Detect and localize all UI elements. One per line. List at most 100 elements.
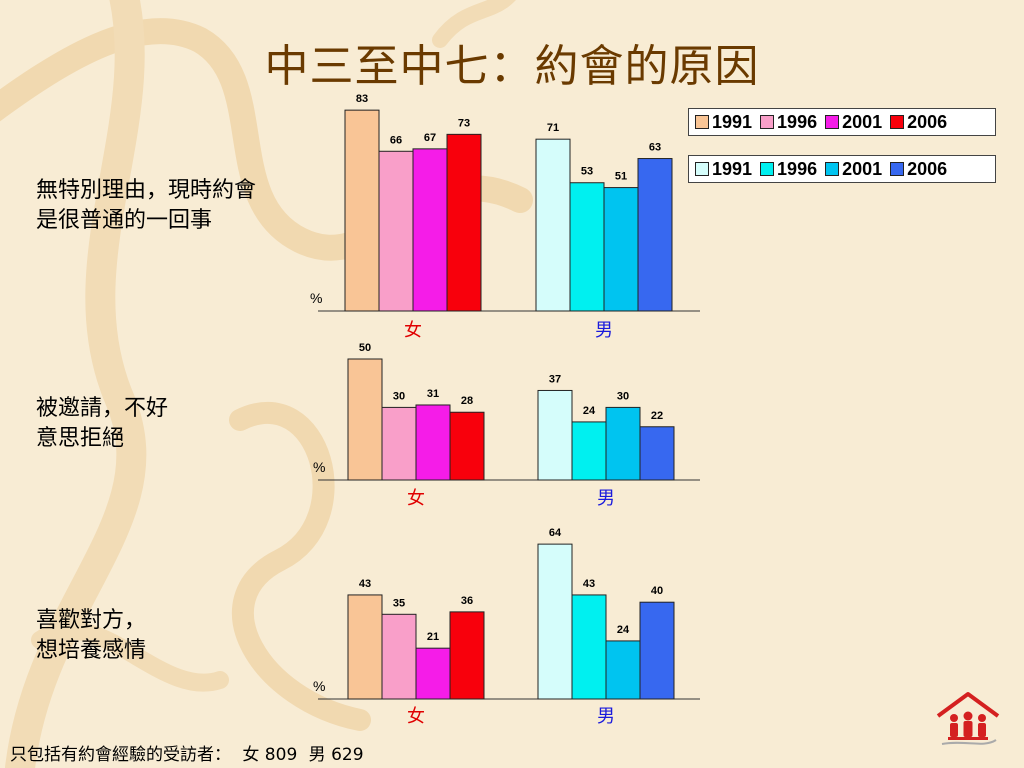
data-label: 35 [393,597,405,609]
bar-chart-1: % 83 66 67 73 女 71 53 51 63 男 [310,93,700,341]
bar-male-1991 [535,138,571,312]
data-label: 37 [549,373,561,385]
bar-female-2001 [412,148,448,312]
data-label: 28 [461,395,473,407]
question-label-2: 被邀請，不好 意思拒絕 [36,394,168,454]
bar-female-2006 [449,411,485,481]
male-legend-label: 1996 [777,158,818,179]
bar-male-1991 [537,543,573,700]
male-legend-item-2006: 2006 [890,159,947,180]
female-legend-label: 2006 [907,111,948,132]
data-label: 43 [359,578,371,590]
male-legend-item-1991: 1991 [695,159,752,180]
male-legend-item-2001: 2001 [825,159,882,180]
question-1-line-1: 無特別理由，現時約會 [36,178,257,203]
data-label: 40 [651,585,663,597]
footnote-prefix: 只包括有約會經驗的受訪者： [10,745,231,765]
bar-female-1991 [344,109,380,312]
bar-female-1996 [378,150,414,312]
data-label: 30 [617,390,629,402]
male-legend-label: 1991 [712,158,753,179]
y-axis-unit-label: % [310,290,322,306]
male-legend-item-1996: 1996 [760,159,817,180]
bar-male-1996 [571,421,607,481]
question-3-line-1: 喜歡對方， [36,608,147,633]
female-legend-item-1996: 1996 [760,112,817,133]
bar-male-2001 [603,187,639,312]
data-label: 63 [649,142,661,154]
category-label-male: 男 [597,488,615,509]
bar-female-1991 [347,594,383,700]
female-legend-item-1991: 1991 [695,112,752,133]
category-label-female: 女 [404,320,422,341]
data-label: 30 [393,390,405,402]
male-legend-label: 2001 [842,158,883,179]
female-legend-swatch [760,115,775,129]
data-label: 50 [359,342,371,354]
bar-female-2006 [449,611,485,700]
bar-female-1991 [347,358,383,481]
bar-male-2001 [605,406,641,481]
data-label: 51 [615,171,627,183]
bar-chart-2: % 50 30 31 28 女 37 24 30 22 男 [313,342,700,509]
bar-female-1996 [381,613,417,700]
question-2-line-2: 意思拒絕 [36,426,125,451]
male-legend-swatch [695,162,709,176]
data-label: 53 [581,166,593,178]
bar-male-1996 [569,182,605,312]
female-legend-label: 1991 [712,111,753,132]
data-label: 71 [547,122,559,134]
male-legend-label: 2006 [907,158,948,179]
data-label: 36 [461,595,473,607]
bar-male-1991 [537,389,573,481]
page-title: 中三至中七：約會的原因 [264,41,760,92]
data-label: 83 [356,93,368,105]
female-legend-swatch [695,115,709,129]
y-axis-unit-label: % [313,678,325,694]
male-legend-swatch [760,162,775,176]
question-label-1: 無特別理由，現時約會 是很普通的一回事 [36,176,256,236]
y-axis-unit-label: % [313,459,325,475]
data-label: 64 [549,527,562,539]
footnote-female-count: 女 809 [242,745,298,765]
legend-male: 1991 1996 2001 2006 [688,155,996,183]
bar-female-1996 [381,406,417,481]
data-label: 43 [583,578,595,590]
footnote: 只包括有約會經驗的受訪者： 女 809 男 629 [10,740,370,765]
female-legend-swatch [890,115,905,129]
family-house-logo-icon [936,692,1000,745]
bar-female-2001 [415,404,451,481]
bar-chart-3: % 43 35 21 36 女 64 43 24 40 男 [313,527,700,727]
female-legend-label: 1996 [777,111,818,132]
question-2-line-1: 被邀請，不好 [36,396,169,421]
data-label: 31 [427,388,439,400]
bar-male-2006 [637,158,673,312]
question-1-line-2: 是很普通的一回事 [36,208,213,233]
bar-male-1996 [571,594,607,700]
category-label-male: 男 [597,706,615,727]
category-label-female: 女 [407,488,425,509]
question-label-3: 喜歡對方， 想培養感情 [36,606,146,666]
bar-male-2006 [639,601,675,700]
data-label: 67 [424,132,436,144]
footnote-male-count: 男 629 [308,745,364,765]
bar-male-2006 [639,426,675,481]
data-label: 24 [583,405,596,417]
male-legend-swatch [825,162,840,176]
male-legend-swatch [890,162,905,176]
female-legend-item-2006: 2006 [890,112,947,133]
data-label: 66 [390,134,402,146]
category-label-male: 男 [595,320,613,341]
female-legend-swatch [825,115,840,129]
data-label: 73 [458,117,470,129]
data-label: 21 [427,631,439,643]
bar-male-2001 [605,640,641,700]
category-label-female: 女 [407,706,425,727]
bar-female-2001 [415,647,451,700]
female-legend-label: 2001 [842,111,883,132]
data-label: 24 [617,624,630,636]
legend-female: 1991 1996 2001 2006 [688,108,996,136]
question-3-line-2: 想培養感情 [36,638,147,663]
female-legend-item-2001: 2001 [825,112,882,133]
